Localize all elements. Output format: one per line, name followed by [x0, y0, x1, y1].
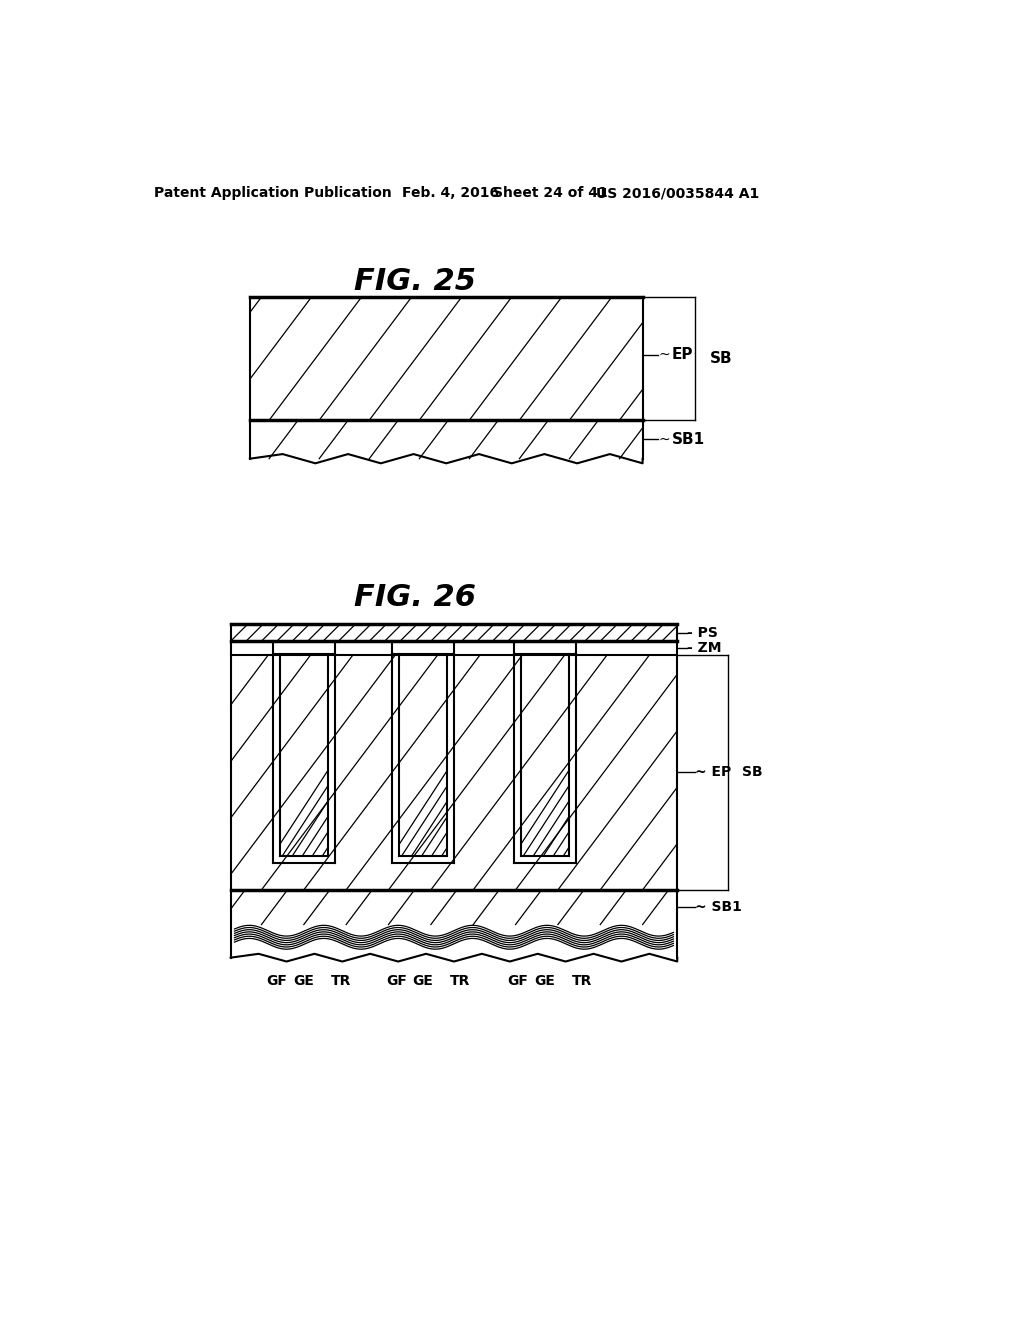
Text: - ZM: - ZM [687, 642, 722, 655]
Text: EP: EP [672, 347, 693, 362]
Text: GF: GF [266, 974, 288, 987]
Text: GF: GF [386, 974, 407, 987]
Text: ~: ~ [658, 347, 670, 362]
Text: TR: TR [571, 974, 592, 987]
Text: ~ EP: ~ EP [695, 766, 731, 780]
Text: FIG. 26: FIG. 26 [354, 583, 476, 611]
Text: ~ SB1: ~ SB1 [695, 900, 741, 915]
Text: ~: ~ [658, 433, 670, 446]
Text: Feb. 4, 2016: Feb. 4, 2016 [401, 186, 499, 201]
Text: GE: GE [535, 974, 555, 987]
Text: Patent Application Publication: Patent Application Publication [155, 186, 392, 201]
Text: FIG. 25: FIG. 25 [354, 267, 476, 296]
Text: GE: GE [413, 974, 433, 987]
Text: SB: SB [711, 351, 733, 366]
Text: SB: SB [742, 766, 763, 780]
Text: - PS: - PS [687, 626, 718, 640]
Text: TR: TR [331, 974, 351, 987]
Text: US 2016/0035844 A1: US 2016/0035844 A1 [596, 186, 759, 201]
Text: GE: GE [293, 974, 314, 987]
Text: SB1: SB1 [672, 432, 705, 447]
Text: Sheet 24 of 41: Sheet 24 of 41 [493, 186, 607, 201]
Text: TR: TR [450, 974, 470, 987]
Text: GF: GF [508, 974, 528, 987]
